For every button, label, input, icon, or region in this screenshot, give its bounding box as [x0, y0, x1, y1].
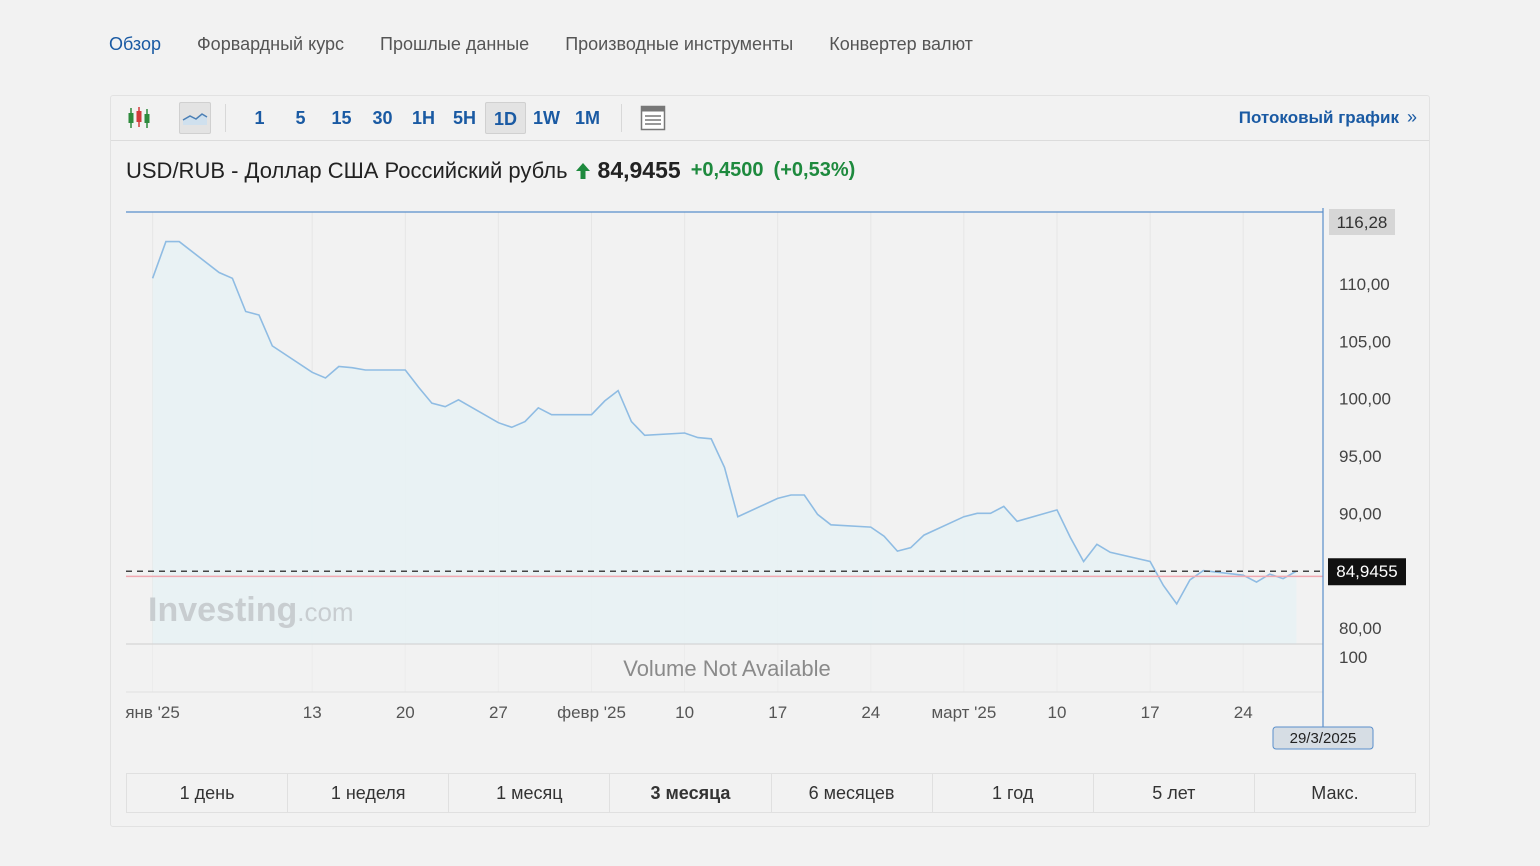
price-line [151, 240, 1297, 606]
period-max[interactable]: Макс. [1311, 783, 1359, 803]
current-price: 84,9455 [597, 157, 681, 183]
nav-historical-data[interactable]: Прошлые данные [380, 34, 530, 54]
chart-panel: 1 5 15 30 1H 5H 1D 1W 1M Потоковый графи… [110, 95, 1430, 827]
double-chevron-right-icon: » [1406, 107, 1417, 127]
interval-1w[interactable]: 1W [533, 108, 560, 128]
x-tick-label: март '25 [931, 703, 996, 722]
interval-30[interactable]: 30 [372, 108, 393, 128]
interval-1m[interactable]: 1M [574, 108, 600, 128]
y-tick-label: 105,00 [1339, 332, 1391, 351]
interval-5h[interactable]: 5H [452, 108, 476, 128]
interval-group: 1 5 15 30 1H 5H 1D 1W 1M [239, 102, 608, 134]
watermark-suffix: .com [297, 597, 353, 627]
x-tick-label: 17 [1141, 703, 1160, 722]
x-tick-label: 27 [489, 703, 508, 722]
x-tick-label: янв '25 [125, 703, 180, 722]
price-chart[interactable]: Investing.com 110,00 105,00 100,00 95,00 90,0… [111, 96, 1431, 756]
chart-toolbar: 1 5 15 30 1H 5H 1D 1W 1M Потоковый графи… [111, 96, 1429, 141]
x-tick-label: 24 [1234, 703, 1253, 722]
current-price-box [1328, 558, 1406, 586]
toolbar-divider [621, 104, 622, 132]
quote-header: USD/RUB - Доллар США Российский рубль 84… [126, 157, 855, 184]
interval-15[interactable]: 15 [331, 108, 352, 128]
investing-watermark: Investing.com [148, 591, 354, 629]
x-tick-label: 24 [861, 703, 880, 722]
period-5-years[interactable]: 5 лет [1094, 774, 1255, 812]
interval-1h[interactable]: 1H [411, 108, 435, 128]
nav-derivatives[interactable]: Производные инструменты [565, 34, 794, 54]
nav-currency-converter[interactable]: Конвертер валют [829, 34, 973, 54]
line-chart-icon[interactable] [179, 102, 211, 134]
x-tick-label: 20 [396, 703, 415, 722]
y-tick-label: 90,00 [1339, 504, 1382, 523]
toolbar-divider [225, 104, 226, 132]
volume-not-available: Volume Not Available [623, 656, 831, 681]
period-6-months[interactable]: 6 месяцев [772, 774, 933, 812]
current-price-label: 84,9455 [1336, 562, 1397, 581]
interval-1[interactable]: 1 [254, 108, 265, 128]
price-change-percent: (+0,53%) [773, 159, 856, 181]
top-nav: Обзор Форвардный курс Прошлые данные Про… [109, 34, 973, 55]
interval-5[interactable]: 5 [295, 108, 306, 128]
y-top-label: 116,28 [1337, 213, 1388, 232]
table-icon[interactable] [637, 102, 669, 134]
x-tick-label: 17 [768, 703, 787, 722]
price-change: +0,4500 [690, 159, 764, 181]
period-1-week[interactable]: 1 неделя [288, 774, 450, 812]
volume-scale-label: 100 [1339, 648, 1367, 667]
period-3-months[interactable]: 3 месяца [610, 774, 772, 812]
crosshair-date-label: 29/3/2025 [1290, 730, 1357, 747]
x-tick-label: 10 [675, 703, 694, 722]
x-tick-label: февр '25 [557, 703, 626, 722]
nav-forward-rate[interactable]: Форвардный курс [197, 34, 344, 54]
period-1-month[interactable]: 1 месяц [449, 774, 611, 812]
y-tick-label: 80,00 [1339, 619, 1382, 638]
candlestick-icon[interactable] [123, 102, 155, 134]
y-tick-label: 95,00 [1339, 447, 1382, 466]
crosshair-date-box [1272, 726, 1374, 750]
y-tick-label: 110,00 [1339, 275, 1390, 294]
period-1-year[interactable]: 1 год [933, 774, 1094, 812]
streaming-chart-link[interactable]: Потоковый график » [1239, 107, 1417, 128]
interval-1d[interactable]: 1D [485, 102, 526, 134]
watermark-brand: Investing [148, 591, 297, 629]
period-selector: 1 день 1 неделя 1 месяц 3 месяца 6 месяц… [126, 773, 1416, 813]
arrow-up-icon [575, 162, 590, 179]
y-top-label-box [1329, 209, 1395, 235]
x-tick-label: 10 [1048, 703, 1067, 722]
price-area [152, 241, 1297, 644]
streaming-chart-label: Потоковый график [1238, 108, 1399, 127]
pair-title: USD/RUB - Доллар США Российский рубль [126, 157, 568, 183]
nav-overview[interactable]: Обзор [109, 34, 161, 54]
y-tick-label: 100,00 [1339, 390, 1391, 409]
period-1-day[interactable]: 1 день [127, 774, 289, 812]
x-tick-label: 13 [303, 703, 322, 722]
